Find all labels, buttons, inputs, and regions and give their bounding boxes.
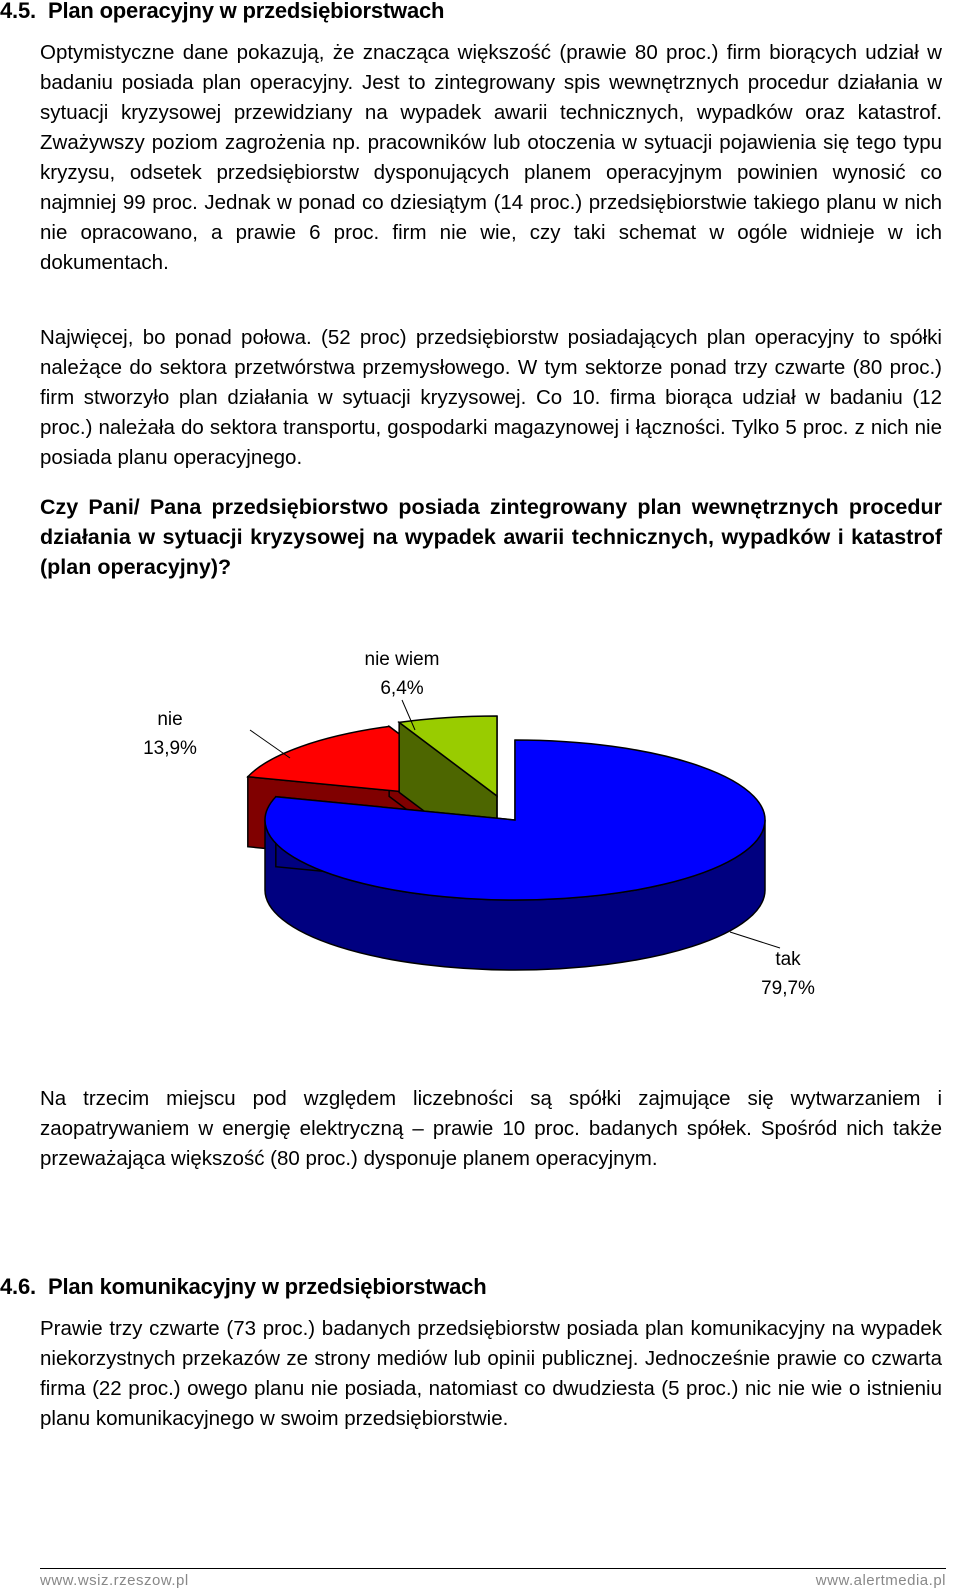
survey-question: Czy Pani/ Pana przedsiębiorstwo posiada … [40, 495, 942, 579]
paragraph: Optymistyczne dane pokazują, że znacząca… [40, 41, 942, 274]
section-title: Plan komunikacyjny w przedsiębiorstwach [48, 1274, 487, 1299]
footer-left-link[interactable]: www.wsiz.rzeszow.pl [40, 1572, 189, 1589]
leader-line [729, 931, 781, 949]
slice-label-name: nie [157, 709, 182, 730]
slice-label-value: 13,9% [143, 738, 197, 759]
slice-label-name: tak [775, 949, 801, 970]
section-heading-4-5: 4.5. Plan operacyjny w przedsiębiorstwach [0, 0, 444, 24]
section-number: 4.5. [0, 0, 36, 23]
pie-slice-tak [264, 739, 766, 901]
leader-line [249, 729, 291, 759]
section-title: Plan operacyjny w przedsiębiorstwach [48, 0, 445, 23]
footer-right-link[interactable]: www.alertmedia.pl [815, 1572, 946, 1589]
paragraph: Prawie trzy czwarte (73 proc.) badanych … [40, 1317, 942, 1430]
footer-divider [40, 1568, 946, 1569]
section-heading-4-6: 4.6. Plan komunikacyjny w przedsiębiorstw… [0, 1274, 487, 1300]
paragraph: Na trzecim miejscu pod względem liczebno… [40, 1087, 942, 1170]
pie-chart: tak 79,7% nie 13,9% nie wiem 6,4% [143, 649, 815, 999]
slice-label-value: 79,7% [761, 978, 815, 999]
section-number: 4.6. [0, 1274, 36, 1299]
pie-slice-nie-wiem [397, 715, 498, 798]
slice-label-value: 6,4% [380, 678, 423, 699]
slice-label-name: nie wiem [365, 649, 440, 670]
leader-line [401, 699, 416, 731]
paragraph: Najwięcej, bo ponad połowa. (52 proc) pr… [40, 326, 942, 469]
